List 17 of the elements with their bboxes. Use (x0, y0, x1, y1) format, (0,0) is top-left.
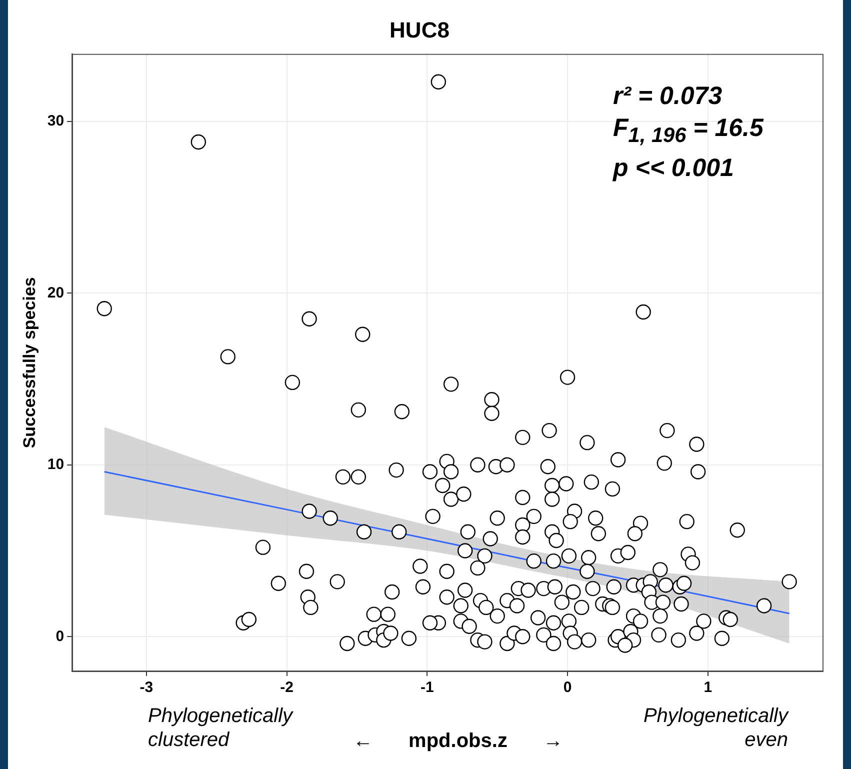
x-tick-label: -2 (280, 679, 294, 696)
annotation: p << 0.001 (613, 153, 735, 184)
y-axis-title: Successfully species (20, 277, 39, 448)
x-tick-label: -3 (140, 679, 154, 696)
x-tick-label: -1 (420, 679, 434, 696)
y-tick-label: 30 (47, 112, 64, 130)
y-tick-label: 20 (47, 284, 64, 302)
x-tick-label: 1 (704, 679, 712, 696)
text: Phylogenetically clustered (148, 704, 294, 752)
y-tick-label: 10 (47, 456, 64, 474)
y-tick-label: 0 (56, 628, 64, 645)
x-tick-label: 0 (563, 679, 572, 696)
text: Phylogenetically even (642, 704, 788, 752)
x-axis-title: ← mpd.obs.z → (352, 730, 564, 753)
chart-title: HUC8 (390, 17, 450, 42)
annotation: r² = 0.073 (613, 81, 724, 112)
annotation: F$_{1, 196}$ = 16.5 (613, 113, 764, 149)
